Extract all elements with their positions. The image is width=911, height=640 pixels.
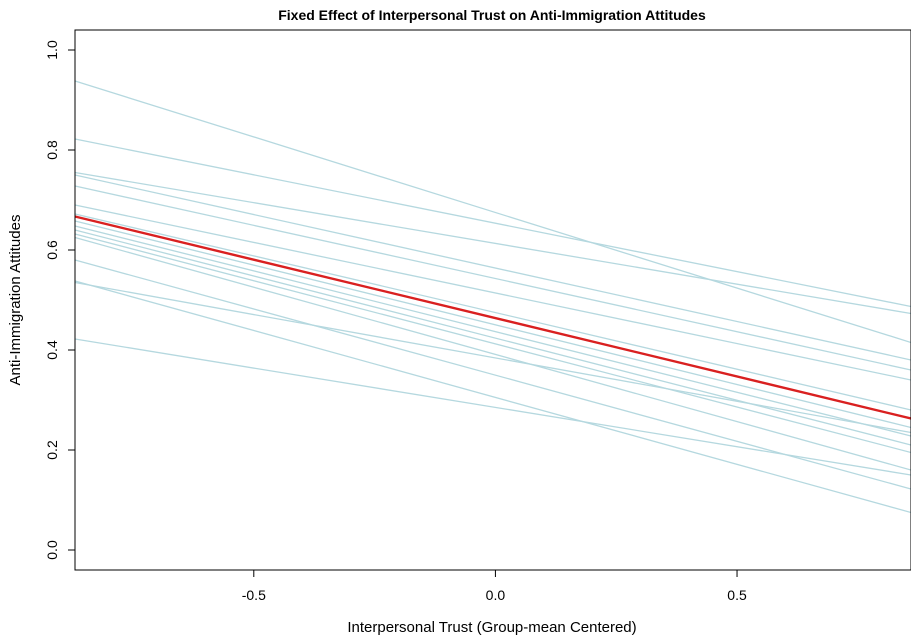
y-tick-label: 0.0 — [44, 540, 60, 560]
x-axis-label: Interpersonal Trust (Group-mean Centered… — [347, 619, 636, 636]
y-axis-label: Anti-Immigration Attitudes — [7, 215, 24, 386]
chart-title: Fixed Effect of Interpersonal Trust on A… — [278, 7, 706, 23]
group-line-12 — [74, 236, 911, 471]
group-line-2 — [74, 138, 911, 308]
group-line-9 — [74, 225, 911, 437]
y-axis: 0.0 0.2 0.4 0.6 0.8 1.0 — [44, 40, 75, 560]
y-tick-label: 0.8 — [44, 140, 60, 160]
y-tick-label: 1.0 — [44, 40, 60, 60]
group-line-16 — [74, 338, 911, 476]
group-line-4 — [74, 174, 911, 361]
group-line-11 — [74, 233, 911, 454]
x-tick-label: 0.0 — [486, 587, 506, 603]
group-lines — [74, 80, 911, 514]
group-line-7 — [74, 213, 911, 411]
group-line-13 — [74, 259, 911, 490]
group-line-1 — [74, 80, 911, 344]
group-line-8 — [74, 220, 911, 429]
group-line-5 — [74, 185, 911, 371]
x-tick-label: -0.5 — [242, 587, 266, 603]
fixed-effect-line — [74, 215, 911, 420]
x-axis: -0.5 0.0 0.5 — [242, 570, 747, 603]
plot-frame — [74, 29, 911, 571]
group-line-10 — [74, 229, 911, 446]
group-line-15 — [74, 281, 911, 434]
fixed-effect-line-group — [74, 215, 911, 420]
x-tick-label: 0.5 — [727, 587, 747, 603]
group-line-6 — [74, 204, 911, 381]
y-tick-label: 0.6 — [44, 240, 60, 260]
group-line-14 — [74, 280, 911, 514]
y-tick-label: 0.4 — [44, 340, 60, 360]
group-line-3 — [74, 171, 911, 315]
y-tick-label: 0.2 — [44, 440, 60, 460]
